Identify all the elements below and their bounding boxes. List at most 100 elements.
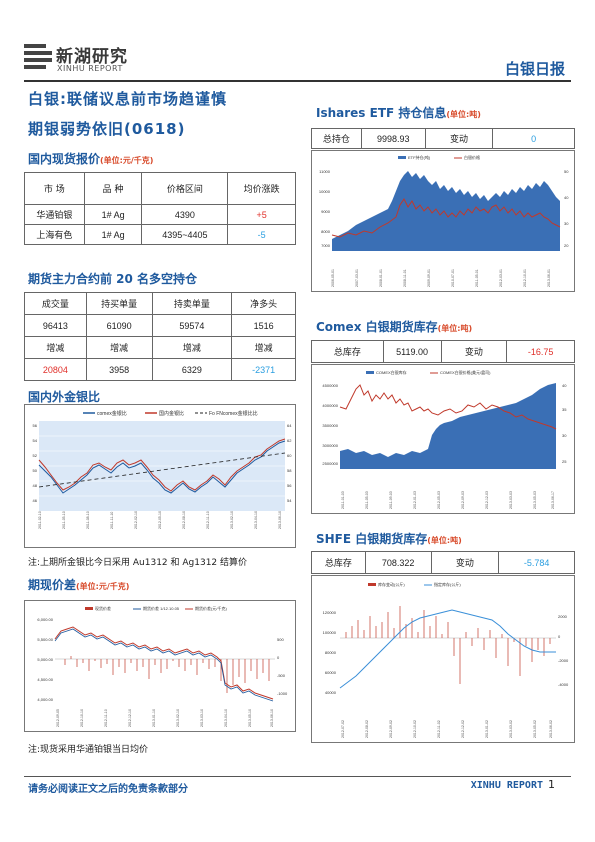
- report-tag: 白银日报: [504, 60, 565, 78]
- y-tick: 120000: [323, 610, 337, 615]
- table-cell: 变动: [440, 340, 508, 363]
- svg-text:2012-03-01: 2012-03-01: [499, 269, 503, 287]
- spread-chart: 现货价差 期货价差 1/12.10.05 期货价差(元/千克) 6,000.00…: [24, 600, 296, 732]
- table-row: 上海有色 1# Ag 4395~4405 -5: [24, 224, 296, 245]
- svg-text:2012-10-10: 2012-10-10: [80, 709, 84, 727]
- spread-chart-svg: 现货价差 期货价差 1/12.10.05 期货价差(元/千克) 6,000.00…: [25, 601, 295, 731]
- svg-text:2006-05-01: 2006-05-01: [331, 269, 335, 287]
- shfe-summary-table: 总库存 708.322 变动 -5.784: [311, 551, 575, 574]
- svg-text:2013-06-17: 2013-06-17: [551, 491, 555, 509]
- y2-tick: 0: [277, 655, 280, 660]
- y2-tick: -2000: [558, 658, 569, 663]
- footer-disclaimer: 请务必阅读正文之后的免责条款部分: [28, 784, 188, 795]
- svg-text:2011-09-03: 2011-09-03: [389, 491, 393, 509]
- svg-text:2011-08-10: 2011-08-10: [86, 511, 90, 529]
- svg-text:2012-11-02: 2012-11-02: [437, 720, 441, 738]
- svg-text:50: 50: [33, 468, 38, 473]
- legend-label: 白银价格: [464, 154, 480, 160]
- svg-text:64: 64: [287, 423, 292, 428]
- svg-text:2012-11-10: 2012-11-10: [104, 709, 108, 727]
- y2-tick: -1000: [277, 691, 288, 696]
- table-header: 市 场: [24, 172, 85, 205]
- table-cell: -16.75: [506, 340, 575, 363]
- comex-chart: COMEX白银库存 COMEX白银价格(美元/盎司) 4500000 40000…: [311, 364, 575, 514]
- header-divider: [24, 80, 571, 82]
- table-cell: 变动: [430, 551, 500, 574]
- svg-text:2013-03-10: 2013-03-10: [200, 709, 204, 727]
- svg-text:2011-01-03: 2011-01-03: [341, 491, 345, 509]
- table-header: 持买单量: [85, 292, 153, 315]
- svg-text:48: 48: [33, 483, 38, 488]
- svg-text:2013-03-02: 2013-03-02: [509, 720, 513, 738]
- svg-text:60: 60: [287, 453, 292, 458]
- logo: 新湖研究 XINHU REPORT: [24, 40, 184, 80]
- table-cell: 5119.00: [382, 340, 442, 363]
- svg-text:2012-08-10: 2012-08-10: [182, 511, 186, 529]
- svg-text:2013-05-02: 2013-05-02: [533, 720, 537, 738]
- y-tick: 10000: [319, 189, 331, 194]
- svg-text:2012-07-02: 2012-07-02: [341, 720, 345, 738]
- table-cell: 0: [492, 128, 575, 149]
- y-tick: 3500000: [322, 423, 338, 428]
- y-tick: 100000: [323, 630, 337, 635]
- ratio-note: 注:上期所金银比今日采用 Au1312 和 Ag1312 结算价: [28, 558, 248, 568]
- table-row: 总库存 5119.00 变动 -16.75: [311, 340, 575, 363]
- table-cell: 1516: [231, 314, 296, 337]
- table-header: 价格区间: [141, 172, 229, 205]
- y-tick: 3000000: [322, 443, 338, 448]
- y-tick: 60000: [325, 670, 337, 675]
- spot-title-text: 国内现货报价: [28, 152, 101, 166]
- positions-section-title: 期货主力合约前 20 名多空持仓: [28, 272, 198, 286]
- svg-text:2011-05-10: 2011-05-10: [62, 511, 66, 529]
- svg-text:2012-09-02: 2012-09-02: [389, 720, 393, 738]
- svg-text:2013-05-10: 2013-05-10: [248, 709, 252, 727]
- legend-label: Fo FNcomex金银比比: [209, 410, 258, 417]
- svg-text:54: 54: [287, 498, 292, 503]
- table-header: 均价涨跌: [227, 172, 296, 205]
- y-tick: 6,000.00: [37, 617, 53, 622]
- table-header-row: 市 场 品 种 价格区间 均价涨跌: [24, 172, 296, 205]
- svg-text:2008-11-01: 2008-11-01: [403, 269, 407, 287]
- table-cell: 4390: [141, 204, 229, 225]
- shfe-chart-svg: 库存变动(公斤) 指定库存(公斤) 120000 100000 80000 60…: [312, 576, 574, 742]
- comex-section-title: Comex 白银期货库存(单位:吨): [316, 318, 472, 335]
- ratio-section-title: 国内外金银比: [28, 390, 101, 404]
- etf-section-title: Ishares ETF 持仓信息(单位:吨): [316, 104, 481, 121]
- table-row: 增减 增减 增减 增减: [24, 336, 296, 359]
- svg-text:2011-11-10: 2011-11-10: [110, 512, 114, 529]
- table-cell: 4395~4405: [141, 224, 229, 245]
- shfe-unit: (单位:吨): [427, 536, 462, 545]
- table-cell: 59574: [151, 314, 233, 337]
- table-header: 净多头: [231, 292, 296, 315]
- table-row: 总库存 708.322 变动 -5.784: [311, 551, 575, 574]
- table-cell: 总库存: [311, 340, 384, 363]
- y-tick: 5,000.00: [37, 657, 53, 662]
- etf-chart: ETF持仓(吨) 白银价格 11000 10000 9000 8000 7000…: [311, 150, 575, 292]
- y2-tick: -500: [277, 673, 286, 678]
- y2-tick: 35: [562, 407, 567, 412]
- y2-tick: 2000: [558, 614, 568, 619]
- table-cell: 3958: [85, 358, 153, 381]
- y-tick: 5,500.00: [37, 637, 53, 642]
- y2-tick: 30: [564, 221, 569, 226]
- y2-tick: 500: [277, 637, 284, 642]
- table-cell: 9998.93: [360, 128, 426, 149]
- y-tick: 4500000: [322, 383, 338, 388]
- page-title-line1: 白银:联储议息前市场趋谨慎: [28, 90, 227, 108]
- table-cell: 20804: [24, 358, 87, 381]
- page-number: 1: [548, 778, 555, 791]
- spot-price-table: 市 场 品 种 价格区间 均价涨跌 华通铂银 1# Ag 4390 +5 上海有…: [24, 172, 296, 245]
- footer-divider: [24, 776, 571, 777]
- spread-section-title: 期现价差(单位:元/千克): [28, 576, 129, 593]
- svg-text:2010-07-01: 2010-07-01: [451, 269, 455, 287]
- table-cell: -5: [227, 224, 296, 245]
- comex-unit: (单位:吨): [437, 324, 473, 333]
- legend-label: comex金银比: [97, 410, 127, 417]
- svg-text:2013-04-10: 2013-04-10: [224, 709, 228, 727]
- shfe-section-title: SHFE 白银期货库存(单位:吨): [316, 530, 462, 547]
- footer-brand: XINHU REPORT: [470, 780, 543, 791]
- svg-text:2012-05-03: 2012-05-03: [437, 491, 441, 509]
- svg-text:2012-01-03: 2012-01-03: [413, 491, 417, 509]
- svg-text:58: 58: [287, 468, 292, 473]
- table-cell: -5.784: [498, 551, 575, 574]
